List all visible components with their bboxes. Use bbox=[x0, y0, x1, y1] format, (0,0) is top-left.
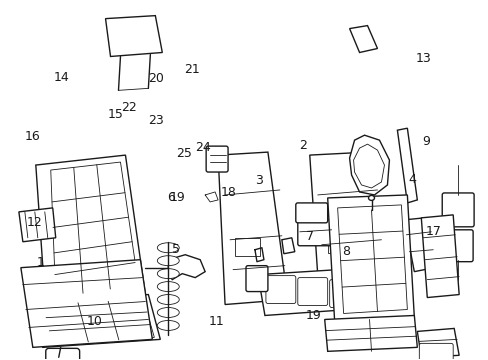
FancyBboxPatch shape bbox=[295, 203, 327, 223]
Text: 19: 19 bbox=[169, 191, 185, 204]
Text: 6: 6 bbox=[167, 191, 175, 204]
Text: 7: 7 bbox=[305, 230, 314, 243]
Polygon shape bbox=[281, 238, 294, 254]
Polygon shape bbox=[324, 315, 416, 351]
Polygon shape bbox=[31, 294, 160, 347]
Text: 21: 21 bbox=[183, 63, 200, 76]
Text: 9: 9 bbox=[421, 135, 429, 148]
Ellipse shape bbox=[157, 307, 179, 318]
Text: 10: 10 bbox=[86, 315, 102, 328]
Text: 20: 20 bbox=[147, 72, 163, 85]
Ellipse shape bbox=[157, 294, 179, 305]
Polygon shape bbox=[105, 15, 162, 57]
Polygon shape bbox=[258, 268, 377, 315]
FancyBboxPatch shape bbox=[297, 220, 333, 246]
FancyBboxPatch shape bbox=[441, 193, 473, 227]
Text: 17: 17 bbox=[425, 225, 441, 238]
Polygon shape bbox=[404, 218, 433, 272]
Polygon shape bbox=[168, 255, 205, 280]
Polygon shape bbox=[349, 135, 388, 195]
Ellipse shape bbox=[157, 282, 179, 292]
FancyBboxPatch shape bbox=[46, 348, 80, 360]
FancyBboxPatch shape bbox=[265, 276, 295, 303]
Polygon shape bbox=[21, 260, 152, 347]
Polygon shape bbox=[353, 144, 384, 188]
Text: 16: 16 bbox=[25, 130, 41, 143]
Text: 14: 14 bbox=[54, 71, 70, 84]
FancyBboxPatch shape bbox=[245, 266, 267, 292]
Polygon shape bbox=[327, 195, 413, 321]
Text: 4: 4 bbox=[408, 173, 416, 186]
Text: 22: 22 bbox=[121, 101, 136, 114]
Polygon shape bbox=[421, 215, 458, 298]
FancyBboxPatch shape bbox=[419, 343, 452, 360]
Polygon shape bbox=[218, 152, 287, 305]
Ellipse shape bbox=[157, 256, 179, 266]
Ellipse shape bbox=[368, 195, 374, 201]
Text: 25: 25 bbox=[175, 147, 191, 159]
Polygon shape bbox=[19, 208, 56, 242]
Bar bbox=[235, 238, 260, 256]
Polygon shape bbox=[397, 128, 416, 203]
Polygon shape bbox=[337, 205, 407, 314]
Ellipse shape bbox=[157, 269, 179, 279]
Text: 19: 19 bbox=[305, 309, 321, 322]
Text: 12: 12 bbox=[26, 216, 42, 229]
Text: 24: 24 bbox=[195, 140, 210, 153]
FancyBboxPatch shape bbox=[329, 280, 359, 307]
FancyBboxPatch shape bbox=[297, 278, 327, 306]
Text: 18: 18 bbox=[221, 186, 236, 199]
Ellipse shape bbox=[157, 320, 179, 330]
Polygon shape bbox=[36, 155, 145, 310]
Text: 3: 3 bbox=[255, 174, 263, 187]
FancyBboxPatch shape bbox=[447, 230, 472, 262]
Ellipse shape bbox=[157, 243, 179, 253]
Polygon shape bbox=[51, 162, 138, 298]
Text: 2: 2 bbox=[299, 139, 307, 152]
Text: 11: 11 bbox=[208, 315, 224, 328]
Text: 13: 13 bbox=[415, 52, 431, 65]
Text: 1: 1 bbox=[37, 256, 45, 269]
Polygon shape bbox=[416, 328, 458, 357]
Bar bbox=[327, 235, 349, 253]
Text: 15: 15 bbox=[107, 108, 123, 121]
Polygon shape bbox=[309, 152, 384, 305]
Text: 23: 23 bbox=[148, 114, 163, 127]
Text: 5: 5 bbox=[172, 243, 180, 256]
Polygon shape bbox=[42, 300, 154, 345]
FancyBboxPatch shape bbox=[206, 146, 227, 172]
Text: 8: 8 bbox=[341, 245, 349, 258]
Polygon shape bbox=[349, 26, 377, 53]
